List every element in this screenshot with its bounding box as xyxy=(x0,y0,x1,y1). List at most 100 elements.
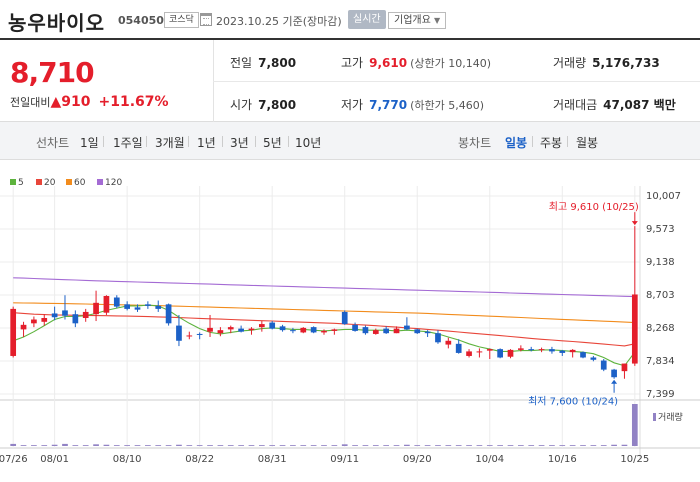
high-marker-arrowhead xyxy=(631,221,638,226)
period-1d[interactable]: 1일 xyxy=(80,136,99,150)
legend-swatch xyxy=(36,179,42,185)
candle-chart-label[interactable]: 봉차트 xyxy=(458,136,492,150)
legend-swatch xyxy=(97,179,103,185)
candle-body xyxy=(372,330,379,334)
candle-body xyxy=(290,330,296,332)
change-amount: 910 xyxy=(61,94,91,110)
change-percent: +11.67% xyxy=(98,94,169,110)
volume-bar xyxy=(580,445,586,446)
y-tick-label: 7,834 xyxy=(646,356,675,367)
volume-bar xyxy=(486,445,493,446)
separator xyxy=(288,136,289,147)
candle-body xyxy=(300,327,307,333)
candle-body xyxy=(41,318,48,322)
candle-body xyxy=(486,349,493,351)
volume-bar xyxy=(362,445,369,446)
legend-ma5: 5 xyxy=(10,178,24,188)
volume-bar xyxy=(72,445,79,446)
candle-body xyxy=(82,311,89,319)
x-tick-label: 07/26 xyxy=(0,454,28,465)
period-1w[interactable]: 1주일 xyxy=(113,136,143,150)
volume-bar xyxy=(321,445,327,446)
lower-limit: (하한가 5,460) xyxy=(410,99,484,112)
prev-close-label: 전일 xyxy=(230,56,253,70)
candle-body xyxy=(466,351,472,356)
separator xyxy=(532,136,533,147)
x-tick-label: 09/20 xyxy=(403,454,432,465)
volume-bar xyxy=(93,444,99,446)
candle-body xyxy=(497,349,503,358)
candle-body xyxy=(279,326,286,331)
volume-legend: 거래량 xyxy=(653,410,683,423)
volume-bar xyxy=(196,445,203,446)
volume-bar xyxy=(145,445,151,446)
volume-bar xyxy=(207,445,213,446)
candle-body xyxy=(600,360,607,370)
volume-bar xyxy=(238,445,244,446)
y-tick-label: 10,007 xyxy=(646,191,681,202)
high-label: 고가 xyxy=(341,56,364,70)
volume-bar xyxy=(134,445,141,446)
legend-label: 20 xyxy=(44,178,56,188)
candle-body xyxy=(631,294,638,364)
period-10y[interactable]: 10년 xyxy=(295,136,322,150)
basis-date: 2023.10.25 기준(장마감) xyxy=(216,15,342,28)
period-3m[interactable]: 3개월 xyxy=(155,136,185,150)
volume-bar xyxy=(559,445,566,446)
separator xyxy=(255,136,256,147)
volume-bar xyxy=(497,445,503,446)
candle-body xyxy=(352,324,358,331)
volume-bar xyxy=(393,445,400,446)
chart-period-bar: 선차트 1일 1주일 3개월 1년 3년 5년 10년 봉차트 일봉 주봉 월봉 xyxy=(0,122,700,160)
candle-body xyxy=(227,327,234,330)
y-tick-label: 8,268 xyxy=(646,323,675,334)
period-5y[interactable]: 5년 xyxy=(263,136,282,150)
x-tick-label: 08/01 xyxy=(40,454,69,465)
period-3y[interactable]: 3년 xyxy=(230,136,249,150)
upper-limit: (상한가 10,140) xyxy=(410,57,491,70)
y-tick-label: 7,399 xyxy=(646,389,675,400)
y-tick-label: 8,703 xyxy=(646,290,675,301)
change-row: 전일대비▲910 +11.67% xyxy=(10,94,169,110)
period-daily[interactable]: 일봉 xyxy=(505,136,528,150)
up-triangle-icon: ▲ xyxy=(50,94,62,110)
volume-bar xyxy=(217,445,224,446)
legend-swatch xyxy=(653,413,656,421)
candle-body xyxy=(341,311,348,325)
volume-bar xyxy=(124,445,130,446)
current-price: 8,710 xyxy=(10,56,95,89)
ma20-line xyxy=(13,312,635,347)
y-tick-label: 9,138 xyxy=(646,257,675,268)
company-overview-dropdown[interactable]: 기업개요 ▼ xyxy=(388,12,447,29)
candle-body xyxy=(217,330,224,334)
volume-bar xyxy=(248,445,255,446)
volume-bar xyxy=(310,445,317,446)
candle-body xyxy=(238,328,244,332)
candle-body xyxy=(134,307,141,310)
candle-body xyxy=(621,363,628,372)
candle-body xyxy=(435,333,441,343)
volume-bar xyxy=(631,404,638,446)
candle-body xyxy=(321,330,327,333)
volume-bar xyxy=(538,445,545,446)
volume-bar xyxy=(279,445,286,446)
candle-body xyxy=(258,324,265,328)
volume-bar xyxy=(424,445,431,446)
period-monthly[interactable]: 월봉 xyxy=(576,136,599,150)
volume-bar xyxy=(518,445,524,446)
candlestick-chart[interactable]: 10,007 9,573 9,138 8,703 8,268 7,834 7,399 07/2… xyxy=(0,186,700,482)
period-1y[interactable]: 1년 xyxy=(197,136,216,150)
volume-bar xyxy=(414,445,421,446)
open-stat: 시가 7,800 xyxy=(230,96,296,113)
line-chart-label[interactable]: 선차트 xyxy=(36,136,70,150)
x-tick-label: 10/16 xyxy=(548,454,577,465)
legend-label: 60 xyxy=(74,178,86,188)
legend-label: 5 xyxy=(18,178,24,188)
volume-bar xyxy=(269,445,276,446)
realtime-button[interactable]: 실시간 xyxy=(348,10,386,29)
separator xyxy=(222,136,223,147)
candle-body xyxy=(124,304,130,309)
candle-body xyxy=(507,349,514,357)
period-weekly[interactable]: 주봉 xyxy=(540,136,563,150)
candle-body xyxy=(393,328,400,334)
